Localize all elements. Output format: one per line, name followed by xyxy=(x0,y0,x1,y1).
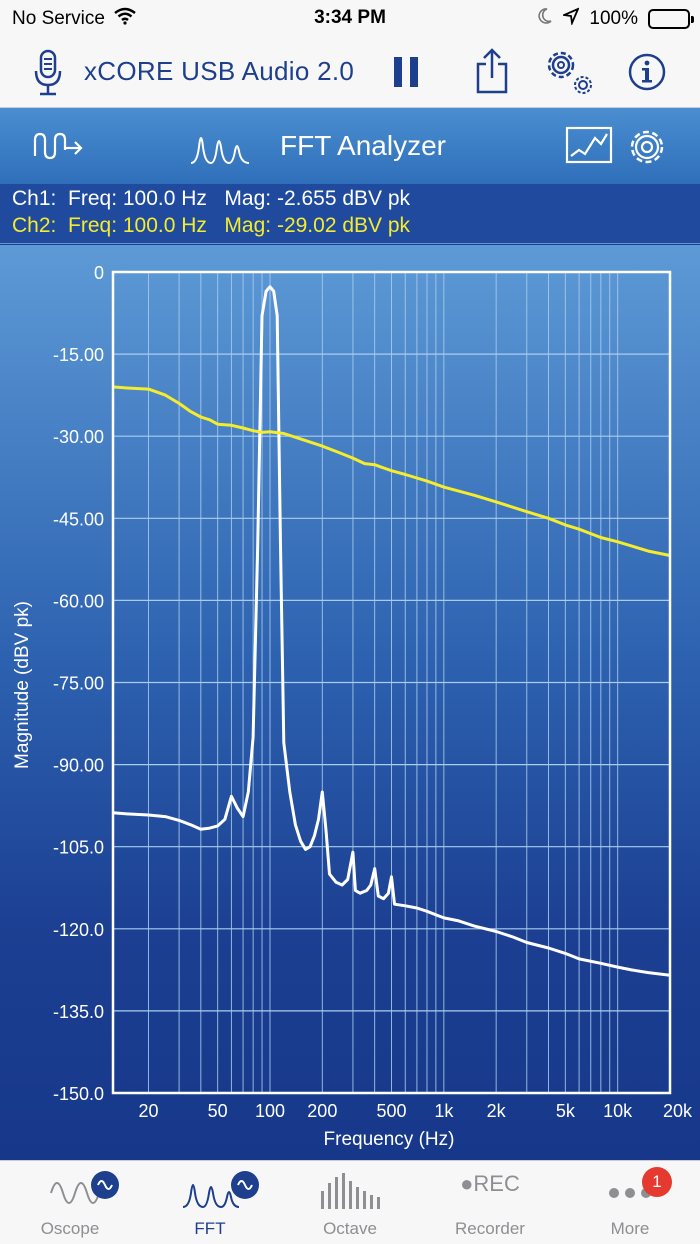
carrier-label: No Service xyxy=(12,8,105,29)
tab-fft[interactable]: FFT xyxy=(140,1161,280,1244)
y-tick-label: -120.0 xyxy=(53,920,104,940)
y-axis-label: Magnitude (dBV pk) xyxy=(12,601,33,769)
x-tick-label: 10k xyxy=(603,1101,633,1121)
plot-frame xyxy=(111,270,672,1095)
battery-percent: 100% xyxy=(589,8,638,29)
signal-route-icon[interactable] xyxy=(30,128,86,164)
pause-icon[interactable] xyxy=(386,52,426,92)
tab-more[interactable]: 1 More xyxy=(560,1161,700,1244)
ch2-spectrum-line xyxy=(112,385,671,557)
y-tick-label: 0 xyxy=(94,263,104,283)
x-tick-label: 200 xyxy=(307,1101,337,1121)
x-tick-label: 500 xyxy=(376,1101,406,1121)
chart-display-icon[interactable] xyxy=(564,124,614,168)
tab-octave[interactable]: Octave xyxy=(280,1161,420,1244)
info-icon[interactable] xyxy=(626,51,668,93)
y-tick-label: -45.00 xyxy=(53,509,104,529)
device-title[interactable]: xCORE USB Audio 2.0 xyxy=(84,56,355,86)
fft-peaks-icon xyxy=(182,1171,259,1209)
microphone-icon[interactable] xyxy=(28,48,68,98)
y-tick-label: -30.00 xyxy=(53,427,104,447)
fft-plot[interactable]: 0 -15.00 -30.00 -45.00 -60.00 -75.00 -90.00 -10… xyxy=(0,245,700,1160)
sine-badge-icon xyxy=(91,1171,119,1199)
clock: 3:34 PM xyxy=(314,7,386,28)
fft-chart-svg[interactable]: 0 -15.00 -30.00 -45.00 -60.00 -75.00 -90.00 -10… xyxy=(0,245,700,1160)
y-tick-label: -90.00 xyxy=(53,756,104,776)
fft-peaks-icon xyxy=(188,122,252,170)
x-tick-label: 2k xyxy=(487,1101,507,1121)
ch1-readout: Ch1: Freq: 100.0 Hz Mag: -2.655 dBV pk xyxy=(12,187,411,210)
battery-icon xyxy=(648,9,694,29)
tab-octave-label: Octave xyxy=(323,1219,377,1238)
measurement-readout: Ch1: Freq: 100.0 Hz Mag: -2.655 dBV pk C… xyxy=(0,184,700,244)
wifi-icon xyxy=(113,7,137,31)
octave-bars-icon xyxy=(321,1173,380,1209)
tab-oscope-label: Oscope xyxy=(40,1219,100,1238)
analyzer-title: FFT Analyzer xyxy=(280,130,446,161)
device-settings-icon[interactable] xyxy=(540,44,596,100)
tab-fft-label: FFT xyxy=(194,1219,226,1238)
more-badge: 1 xyxy=(642,1167,672,1197)
device-bar: xCORE USB Audio 2.0 xyxy=(0,36,700,108)
share-icon[interactable] xyxy=(470,44,514,98)
status-bar: No Service 3:34 PM 100% xyxy=(0,0,700,36)
x-tick-label: 20 xyxy=(138,1101,158,1121)
ch1-spectrum-line xyxy=(112,285,671,977)
x-tick-label: 100 xyxy=(255,1101,285,1121)
tab-recorder-label: Recorder xyxy=(455,1219,525,1238)
y-tick-label: -75.00 xyxy=(53,674,104,694)
analyzer-bar: FFT Analyzer xyxy=(0,108,700,184)
tab-recorder[interactable]: ●REC Recorder xyxy=(420,1161,560,1244)
x-tick-label: 20k xyxy=(663,1101,693,1121)
x-axis-label: Frequency (Hz) xyxy=(324,1129,455,1150)
ch2-readout: Ch2: Freq: 100.0 Hz Mag: -29.02 dBV pk xyxy=(12,214,411,237)
x-tick-label: 5k xyxy=(556,1101,576,1121)
y-tick-label: -135.0 xyxy=(53,1002,104,1022)
tab-oscope[interactable]: Oscope xyxy=(0,1161,140,1244)
recorder-icon: ●REC xyxy=(460,1171,520,1196)
y-tick-label: -60.00 xyxy=(53,591,104,611)
moon-icon xyxy=(537,7,553,31)
tab-more-label: More xyxy=(610,1219,650,1238)
x-tick-label: 50 xyxy=(208,1101,228,1121)
y-tick-label: -105.0 xyxy=(53,838,104,858)
y-tick-label: -150.0 xyxy=(53,1084,104,1104)
sine-badge-icon xyxy=(231,1171,259,1199)
x-tick-label: 1k xyxy=(434,1101,454,1121)
tab-bar: Oscope FFT xyxy=(0,1160,700,1244)
y-tick-label: -15.00 xyxy=(53,345,104,365)
analyzer-settings-icon[interactable] xyxy=(626,126,668,168)
location-icon xyxy=(561,7,581,31)
oscope-wave-icon xyxy=(50,1171,119,1204)
